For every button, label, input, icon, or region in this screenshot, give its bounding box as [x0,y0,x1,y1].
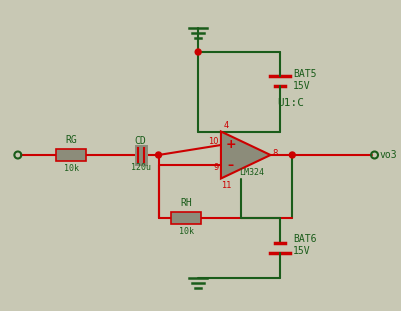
Text: 10k: 10k [64,164,79,173]
Circle shape [195,49,201,55]
Text: 11: 11 [221,180,231,189]
Text: RG: RG [65,135,77,145]
Text: 10k: 10k [179,227,194,236]
Text: 9: 9 [214,164,219,173]
Circle shape [156,152,162,158]
Text: +: + [225,138,236,151]
Text: 15V: 15V [293,81,311,91]
Text: BAT6: BAT6 [293,234,317,244]
Text: CD: CD [135,136,147,146]
Text: –: – [228,160,234,173]
Text: 4: 4 [223,120,229,129]
Text: 15V: 15V [293,246,311,256]
Polygon shape [221,132,271,179]
Text: 8: 8 [273,148,278,157]
Text: BAT5: BAT5 [293,69,317,79]
Text: vo3: vo3 [379,150,397,160]
FancyBboxPatch shape [171,212,201,224]
Text: U1:C: U1:C [277,98,304,108]
Circle shape [290,152,295,158]
Text: RH: RH [180,198,192,208]
Text: 120u: 120u [131,163,151,172]
FancyBboxPatch shape [57,149,86,161]
Text: 10: 10 [209,137,219,146]
Text: LM324: LM324 [239,168,264,177]
